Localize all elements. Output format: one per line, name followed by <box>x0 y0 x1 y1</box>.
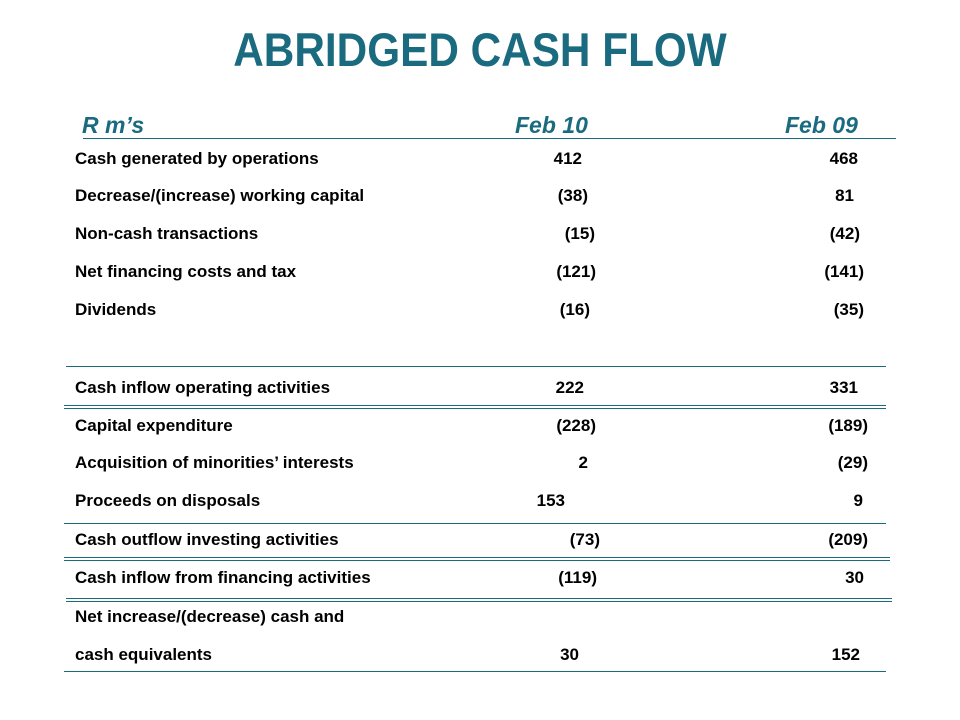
value-feb09: 30 <box>845 568 864 587</box>
table-row: Cash inflow from financing activities (1… <box>0 568 960 592</box>
table-row: Net increase/(decrease) cash and <box>0 607 960 631</box>
table-row: Net financing costs and tax (121) (141) <box>0 262 960 286</box>
value-feb09: 468 <box>829 149 858 168</box>
section-divider <box>66 598 892 599</box>
row-label: Cash inflow from financing activities <box>75 568 371 587</box>
value-feb09: (42) <box>829 224 860 243</box>
row-label: cash equivalents <box>75 645 213 664</box>
column-header-feb09: Feb 09 <box>785 112 858 138</box>
value-feb10: (121) <box>556 262 596 281</box>
row-label: Cash generated by operations <box>75 149 319 168</box>
section-divider <box>64 560 890 561</box>
row-label: Cash inflow operating activities <box>75 378 331 397</box>
section-divider <box>64 671 886 672</box>
page-title: ABRIDGED CASH FLOW <box>233 23 727 76</box>
table-row: Cash inflow operating activities 222 331 <box>0 378 960 402</box>
value-feb09: (209) <box>828 530 868 549</box>
row-label: Capital expenditure <box>75 416 233 435</box>
row-label: Net financing costs and tax <box>75 262 297 281</box>
column-header-feb10: Feb 10 <box>515 112 588 138</box>
row-label: Decrease/(increase) working capital <box>75 186 365 205</box>
table-row: Cash generated by operations 412 468 <box>0 149 960 173</box>
row-label: Dividends <box>75 300 157 319</box>
table-row: Cash outflow investing activities (73) (… <box>0 530 960 554</box>
value-feb09: (189) <box>828 416 868 435</box>
table-row: Dividends (16) (35) <box>0 300 960 324</box>
value-feb09: (35) <box>833 300 864 319</box>
value-feb09: (141) <box>824 262 864 281</box>
section-divider <box>64 557 890 558</box>
value-feb10: (15) <box>564 224 595 243</box>
value-feb10: 30 <box>560 645 579 664</box>
header-divider <box>83 138 896 139</box>
value-feb10: (119) <box>558 568 597 587</box>
section-divider <box>66 366 886 367</box>
value-feb10: 2 <box>578 453 588 472</box>
row-label: Non-cash transactions <box>75 224 259 243</box>
table-row: Decrease/(increase) working capital (38)… <box>0 186 960 210</box>
table-row: Acquisition of minorities’ interests 2 (… <box>0 453 960 477</box>
unit-header: R m’s <box>82 112 145 138</box>
value-feb09: 331 <box>829 378 858 397</box>
value-feb09: 9 <box>853 491 863 510</box>
value-feb10: (16) <box>559 300 590 319</box>
value-feb10: 412 <box>553 149 582 168</box>
value-feb09: (29) <box>837 453 868 472</box>
row-label: Net increase/(decrease) cash and <box>75 607 345 626</box>
value-feb10: (73) <box>569 530 600 549</box>
value-feb10: 222 <box>555 378 584 397</box>
section-divider <box>64 523 886 524</box>
row-label: Cash outflow investing activities <box>75 530 339 549</box>
table-row: Capital expenditure (228) (189) <box>0 416 960 440</box>
value-feb09: 152 <box>831 645 860 664</box>
table-row: Proceeds on disposals 153 9 <box>0 491 960 515</box>
value-feb10: (228) <box>556 416 596 435</box>
section-divider <box>66 601 892 602</box>
value-feb10: 153 <box>536 491 565 510</box>
value-feb10: (38) <box>557 186 588 205</box>
value-feb09: 81 <box>835 186 854 205</box>
row-label: Proceeds on disposals <box>75 491 261 510</box>
section-divider <box>64 408 886 409</box>
row-label: Acquisition of minorities’ interests <box>75 453 354 472</box>
section-divider <box>64 405 886 406</box>
table-row: cash equivalents 30 152 <box>0 645 960 669</box>
table-row: Non-cash transactions (15) (42) <box>0 224 960 248</box>
